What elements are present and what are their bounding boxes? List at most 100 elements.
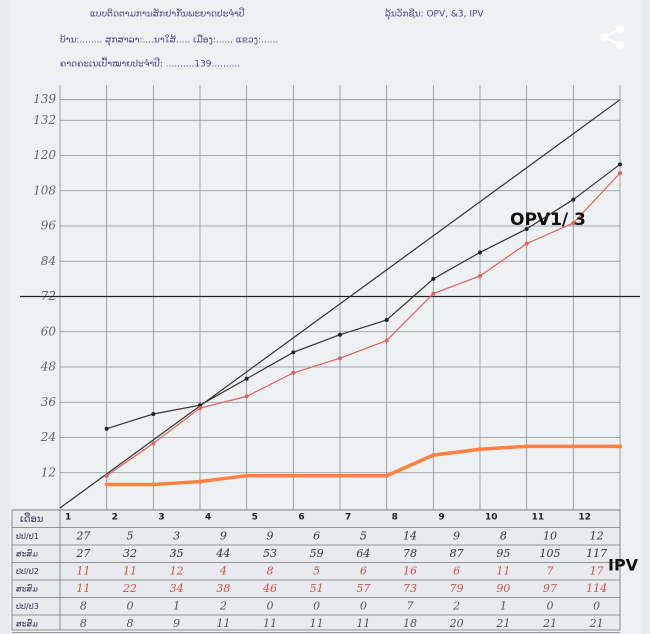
point [431,276,436,281]
point [571,221,576,226]
table-cell: 12 [170,564,184,577]
table-cell: 27 [75,529,90,542]
point [338,332,342,337]
row-label: ສະສົມ [16,618,38,628]
table-header: ເດືອນ [20,512,43,525]
row-label: ປປ/ປ3 [16,602,39,611]
table-cell: 11 [263,617,277,630]
row-label: ສະສົມ [16,548,38,558]
table-cell: 11 [356,617,370,630]
table-cell: 57 [356,582,370,595]
table-cell: 117 [586,547,607,560]
table-cell: 7 [407,599,414,612]
point [384,473,389,478]
table-cell: 64 [356,547,370,560]
table-cell: 8 [267,564,274,577]
y-tick-label: 132 [33,113,56,127]
y-tick-label: 108 [33,183,56,197]
y-tick-label: 36 [41,395,57,409]
table-cell: 5 [360,529,367,542]
table-cell: 11 [76,564,90,577]
table-cell: 79 [450,582,464,595]
month-label: 1 [65,512,71,522]
month-label: 5 [252,512,258,522]
month-label: 9 [438,512,444,522]
table-cell: 1 [173,599,180,612]
table-cell: 8 [80,599,87,612]
point [338,356,342,361]
table-cell: 8 [127,617,134,630]
month-label: 12 [578,512,591,522]
table-cell: 9 [453,529,460,542]
point [524,226,529,231]
table-cell: 11 [216,617,230,630]
point [571,197,576,202]
table-cell: 12 [590,529,604,542]
table-cell: 10 [543,529,557,542]
point [431,453,436,458]
point [478,250,482,255]
table-cell: 27 [75,547,90,560]
table-cell: 21 [589,617,604,630]
table-cell: 16 [403,564,417,577]
y-tick-label: 48 [40,360,57,374]
y-tick-label: 139 [33,92,56,106]
table-bg [11,509,621,631]
vaccine-label: ລຸ້ນວັກຊີນ: OPV, &3, IPV [385,8,485,20]
point [618,162,622,167]
table-cell: 95 [496,547,510,560]
table-cell: 11 [496,564,510,577]
table-cell: 97 [543,582,557,595]
table-cell: 44 [215,547,230,560]
table-cell: 11 [310,617,324,630]
month-label: 7 [345,512,351,522]
table-cell: 2 [219,599,227,612]
point [571,444,576,449]
month-label: 10 [485,512,498,522]
series-line [106,172,621,477]
table-cell: 73 [403,582,417,595]
row-label: ສະສົມ [16,583,38,593]
table-cell: 78 [403,547,417,560]
table-cell: 90 [496,582,510,595]
point [151,482,156,487]
table-cell: 59 [310,547,324,560]
point [524,444,529,449]
target-text: ຄາດຄະເນເປົ້າໝາຍປະຈຳປີ: ..........139....… [60,57,240,69]
point [291,370,296,375]
point [104,473,109,478]
table-cell: 0 [547,599,554,612]
point [198,479,202,484]
point [151,441,156,446]
y-tick-label: 60 [41,324,57,338]
table-cell: 17 [590,564,604,577]
point [384,318,389,322]
ipv-annotation: IPV [608,556,639,575]
table-cell: 51 [310,582,324,595]
y-tick-label: 96 [41,219,57,233]
point [618,444,622,449]
point [478,447,482,452]
point [478,273,482,278]
series-line [106,444,620,487]
table-cell: 0 [313,599,320,612]
share-icon[interactable] [600,25,624,49]
table-cell: 114 [586,582,607,595]
month-label: 11 [532,512,545,522]
y-tick-label: 12 [41,465,56,479]
table-cell: 34 [170,582,184,595]
table-cell: 11 [123,564,137,577]
table-cell: 21 [542,617,557,630]
table-cell: 8 [500,529,507,542]
point [104,426,109,431]
table-cell: 53 [263,547,277,560]
y-tick-label: 24 [40,430,56,444]
table-cell: 6 [313,529,320,542]
point [198,403,202,408]
series-line [106,163,621,430]
table-cell: 46 [262,582,277,595]
table-cell: 20 [449,617,464,630]
point [244,376,249,381]
point [338,473,342,478]
